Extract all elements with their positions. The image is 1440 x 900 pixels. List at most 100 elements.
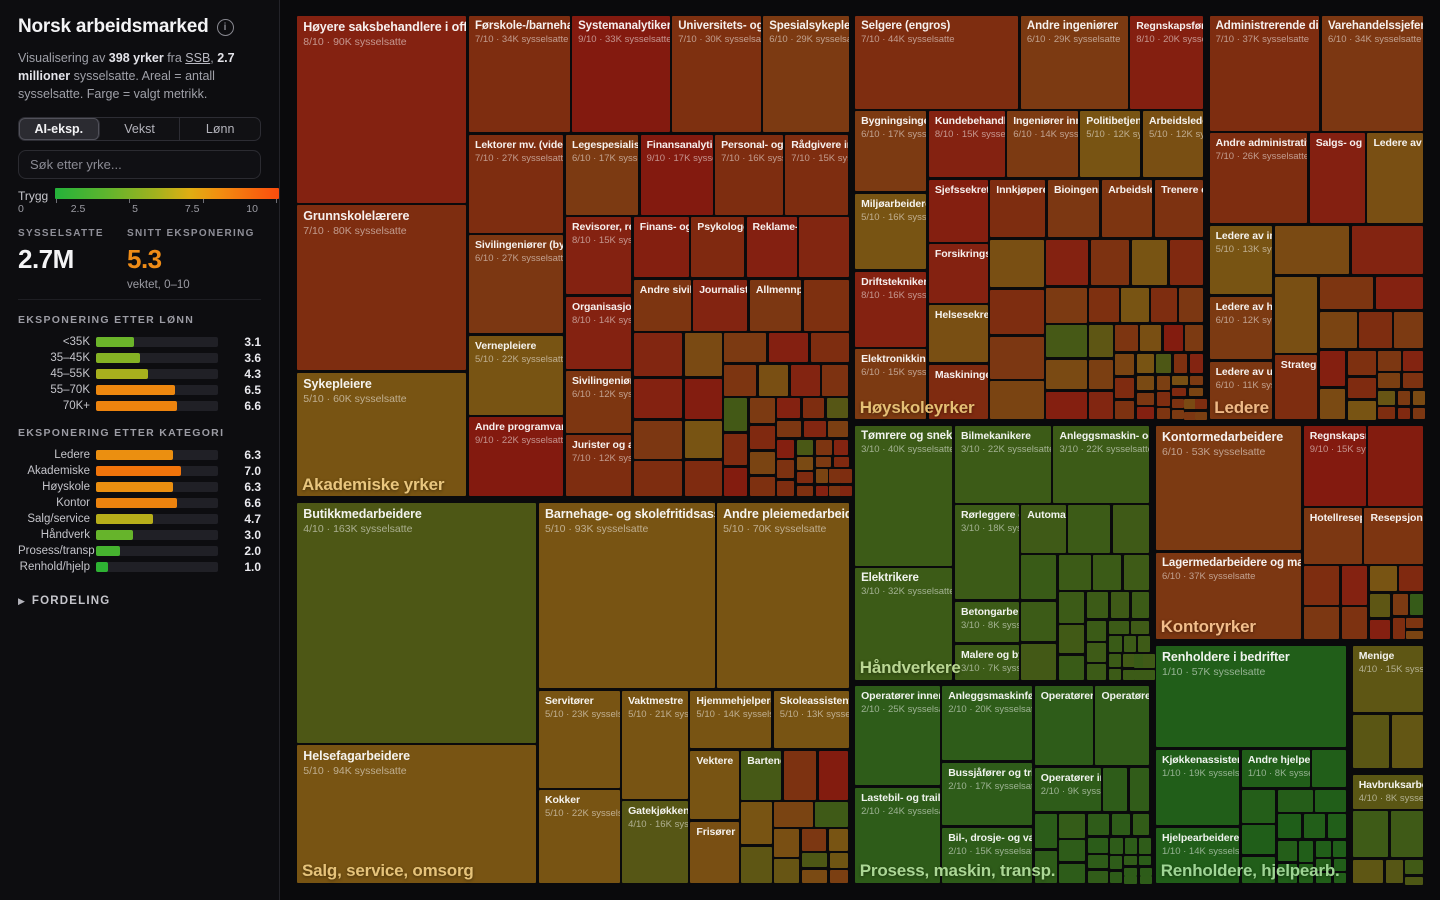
treemap-tile-small[interactable] <box>1399 566 1423 592</box>
treemap-tile[interactable]: Legespesialister6/10 · 17K sysselsatte <box>566 135 638 215</box>
treemap-tile-small[interactable] <box>1122 654 1135 668</box>
treemap-tile[interactable]: Andre sivilingeniører <box>633 279 691 331</box>
treemap-tile[interactable]: Renholdere i bedrifter 1/10 · 57K syssels… <box>1155 645 1347 748</box>
treemap-tile-small[interactable] <box>1378 390 1396 405</box>
treemap-tile[interactable]: Journalister <box>693 279 748 331</box>
treemap-tile[interactable]: Elektronikkingeniører6/10 · 15K sysselsa… <box>855 349 927 420</box>
treemap-tile-small[interactable] <box>1046 239 1089 286</box>
treemap-tile[interactable]: Bartendere <box>741 751 781 800</box>
treemap-tile[interactable]: Malere og byggtapetserere3/10 · 7K sysse… <box>954 644 1019 680</box>
treemap-tile-small[interactable] <box>990 239 1044 288</box>
treemap-tile-small[interactable] <box>803 398 825 419</box>
treemap-tile-small[interactable] <box>1046 392 1087 420</box>
treemap-tile-small[interactable] <box>1087 814 1110 836</box>
treemap-tile-small[interactable] <box>1341 566 1368 605</box>
treemap-tile-small[interactable] <box>815 469 828 483</box>
treemap-tile-small[interactable] <box>1086 643 1107 662</box>
treemap-tile-small[interactable] <box>1184 398 1197 410</box>
treemap-tile[interactable]: Ledere av industriproduksjon5/10 · 13K s… <box>1209 225 1273 295</box>
treemap-tile[interactable]: Andre pleiemedarbeidere5/10 · 70K syssel… <box>717 502 849 689</box>
treemap-tile-small[interactable] <box>774 802 813 827</box>
treemap-tile[interactable]: Innkjøpere <box>990 180 1046 237</box>
treemap-tile[interactable]: Sivilingeniører (bygg og anlegg)6/10 · 2… <box>469 235 564 333</box>
treemap-tile[interactable]: Universitets- og høyskolelektorer/-lærer… <box>672 16 761 133</box>
treemap-tile-small[interactable] <box>1194 398 1207 410</box>
treemap-tile-small[interactable] <box>1089 287 1119 323</box>
treemap-tile-small[interactable] <box>796 439 814 455</box>
treemap-tile[interactable]: Automatikere <box>1021 505 1066 553</box>
treemap-tile[interactable]: Barnehage- og skolefritidsassistenter5/1… <box>539 502 715 689</box>
treemap-tile-small[interactable] <box>1110 837 1123 854</box>
treemap-tile[interactable]: Vektere <box>690 751 739 820</box>
treemap-tile-small[interactable] <box>1315 859 1332 871</box>
treemap-tile-small[interactable] <box>829 485 842 497</box>
treemap-tile-small[interactable] <box>1274 225 1350 274</box>
treemap-tile[interactable]: Andre administrative ledere7/10 · 26K sy… <box>1209 133 1308 224</box>
treemap-tile-small[interactable] <box>1123 856 1137 866</box>
treemap-tile[interactable]: Personal- og karriererådgivere7/10 · 16K… <box>715 135 783 215</box>
treemap-tile-small[interactable] <box>1156 353 1172 374</box>
treemap-tile-small[interactable] <box>1320 276 1374 310</box>
treemap-tile-small[interactable] <box>1412 407 1425 420</box>
treemap-tile-small[interactable] <box>840 469 853 484</box>
treemap-tile-small[interactable] <box>1137 407 1154 420</box>
treemap-tile-small[interactable] <box>1277 814 1302 839</box>
treemap-tile-small[interactable] <box>1172 376 1188 386</box>
treemap-tile-small[interactable] <box>796 457 814 470</box>
treemap-tile[interactable]: Havbruksarbeidere4/10 · 8K sysselsatte <box>1352 774 1423 809</box>
treemap-tile-small[interactable] <box>1140 324 1162 351</box>
treemap-tile-small[interactable] <box>811 333 849 363</box>
treemap-tile-small[interactable] <box>1299 840 1314 862</box>
treemap-tile[interactable]: Psykologer <box>691 217 744 278</box>
treemap-tile-small[interactable] <box>803 420 826 438</box>
treemap-tile[interactable]: Trenere og idrettsdommere <box>1155 180 1203 237</box>
treemap-tile-small[interactable] <box>1156 392 1170 406</box>
treemap-tile-small[interactable] <box>777 398 801 419</box>
treemap-tile[interactable]: Butikkmedarbeidere 4/10 · 163K sysselsatt… <box>297 502 537 743</box>
treemap-tile[interactable]: Forsikringsagenter og -rådgivere <box>928 244 988 303</box>
treemap-tile-small[interactable] <box>1315 840 1331 857</box>
treemap-tile-small[interactable] <box>1115 400 1135 420</box>
treemap-tile-small[interactable] <box>1068 505 1111 553</box>
treemap-tile-small[interactable] <box>777 439 795 458</box>
treemap-tile-small[interactable] <box>1021 602 1056 642</box>
treemap-tile[interactable]: Finansanalytikere9/10 · 17K sysselsatte <box>640 135 713 215</box>
treemap-tile-small[interactable] <box>1143 654 1156 668</box>
treemap-tile[interactable]: Høyere saksbehandlere i offentlig og pri… <box>297 16 467 203</box>
treemap-tile[interactable]: Politibetjenter mv.5/10 · 12K sysselsatt… <box>1080 111 1141 178</box>
treemap-tile-small[interactable] <box>1274 276 1318 353</box>
treemap-tile-small[interactable] <box>1185 324 1203 351</box>
treemap-tile-small[interactable] <box>1172 398 1185 408</box>
treemap-tile-small[interactable] <box>1123 876 1138 885</box>
treemap-tile-small[interactable] <box>1124 555 1150 590</box>
treemap-tile-small[interactable] <box>1131 620 1150 634</box>
treemap-tile-small[interactable] <box>1138 837 1151 854</box>
treemap-tile[interactable]: Ledere av helsetjenester6/10 · 12K sysse… <box>1209 296 1273 360</box>
treemap-tile-small[interactable] <box>822 364 849 396</box>
treemap-tile-small[interactable] <box>1058 625 1085 654</box>
treemap-tile-small[interactable] <box>1347 377 1376 399</box>
treemap-tile[interactable]: Resepsjonister <box>1364 508 1423 564</box>
treemap-tile-small[interactable] <box>1327 814 1347 839</box>
treemap-tile-small[interactable] <box>1347 350 1376 375</box>
treemap-tile-small[interactable] <box>1059 863 1086 883</box>
treemap-tile-small[interactable] <box>1137 376 1154 390</box>
treemap-tile-small[interactable] <box>1059 814 1086 838</box>
treemap-tile-small[interactable] <box>1108 620 1129 634</box>
treemap-tile-small[interactable] <box>1378 407 1396 420</box>
treemap-tile-small[interactable] <box>1164 324 1183 351</box>
treemap-tile[interactable]: Regnskapsførere8/10 · 20K sysselsatte <box>1130 16 1203 109</box>
treemap-tile-small[interactable] <box>1405 630 1423 639</box>
treemap-tile-small[interactable] <box>1124 636 1137 652</box>
treemap-tile[interactable]: Reklame- og markedsføringsrådgivere <box>746 217 797 278</box>
treemap-tile-small[interactable] <box>633 378 683 419</box>
treemap-tile-small[interactable] <box>749 425 775 450</box>
treemap-tile-small[interactable] <box>1021 644 1056 680</box>
treemap-tile[interactable]: Kjøkkenassistenter1/10 · 19K sysselsatte <box>1155 749 1240 826</box>
treemap-tile[interactable]: Lektorer mv. (videregående skole)7/10 · … <box>469 135 564 233</box>
treemap-tile-small[interactable] <box>1315 789 1347 812</box>
treemap-tile-small[interactable] <box>829 853 849 868</box>
treemap-tile[interactable] <box>783 751 817 800</box>
